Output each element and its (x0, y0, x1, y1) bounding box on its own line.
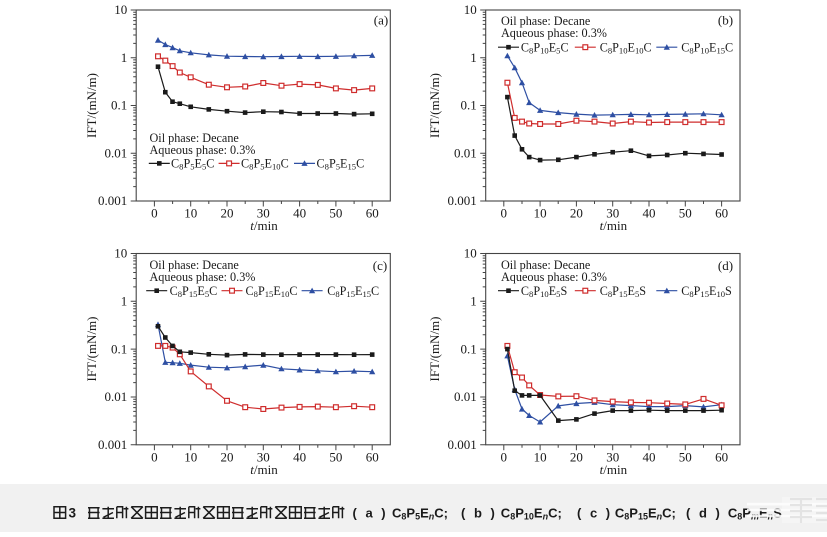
svg-text:30: 30 (257, 206, 270, 221)
svg-text:0: 0 (151, 206, 158, 221)
svg-text:10: 10 (464, 246, 477, 261)
svg-text:C8P15E15C: C8P15E15C (327, 284, 379, 299)
svg-text:20: 20 (221, 206, 234, 221)
svg-text:1: 1 (470, 50, 477, 65)
svg-text:0: 0 (501, 449, 508, 464)
svg-text:IFT/(mN/m): IFT/(mN/m) (84, 317, 99, 382)
svg-text:60: 60 (366, 206, 379, 221)
svg-text:10: 10 (114, 2, 127, 17)
svg-text:C8P15E10S: C8P15E10S (681, 284, 732, 299)
svg-text:10: 10 (184, 449, 197, 464)
svg-text:(b): (b) (718, 13, 733, 28)
svg-text:50: 50 (329, 449, 342, 464)
svg-text:Oil phase: Decane: Oil phase: Decane (501, 258, 590, 272)
svg-text:50: 50 (329, 206, 342, 221)
svg-text:10: 10 (184, 206, 197, 221)
svg-text:1: 1 (470, 294, 477, 309)
svg-text:50: 50 (679, 206, 692, 221)
svg-text:0.01: 0.01 (454, 389, 477, 404)
svg-text:20: 20 (570, 449, 583, 464)
svg-text:3: 3 (69, 506, 77, 521)
svg-text:1: 1 (121, 50, 128, 65)
svg-text:50: 50 (679, 449, 692, 464)
svg-text:C8P15E10C: C8P15E10C (246, 284, 298, 299)
svg-text:30: 30 (606, 206, 619, 221)
svg-text:t/min: t/min (250, 462, 278, 477)
svg-text:40: 40 (643, 449, 656, 464)
svg-text:30: 30 (257, 449, 270, 464)
svg-text:IFT/(mN/m): IFT/(mN/m) (84, 73, 99, 138)
svg-text:( a ): ( a ) (353, 506, 389, 521)
svg-text:0.001: 0.001 (447, 193, 476, 208)
svg-text:0: 0 (501, 206, 508, 221)
svg-text:C8P10E5S: C8P10E5S (521, 284, 568, 299)
svg-text:C8P15EnC;: C8P15EnC; (615, 506, 676, 522)
svg-text:C8P10EnC;: C8P10EnC; (501, 506, 562, 522)
svg-text:Oil phase: Decane: Oil phase: Decane (150, 131, 239, 145)
svg-text:Aqueous phase: 0.3%: Aqueous phase: 0.3% (150, 270, 256, 284)
svg-text:0.1: 0.1 (111, 98, 127, 113)
svg-text:60: 60 (715, 449, 728, 464)
svg-text:10: 10 (464, 2, 477, 17)
svg-text:C8P10E15C: C8P10E15C (681, 41, 733, 56)
svg-text:Oil phase: Decane: Oil phase: Decane (501, 14, 590, 28)
svg-text:( b ): ( b ) (461, 506, 497, 521)
svg-text:t/min: t/min (600, 218, 628, 233)
svg-text:10: 10 (534, 449, 547, 464)
svg-text:(c): (c) (373, 258, 387, 273)
svg-text:0.1: 0.1 (460, 98, 476, 113)
svg-text:C8P5EnC;: C8P5EnC; (392, 506, 448, 522)
svg-text:Aqueous phase: 0.3%: Aqueous phase: 0.3% (501, 270, 607, 284)
svg-text:t/min: t/min (250, 218, 278, 233)
svg-text:40: 40 (643, 206, 656, 221)
svg-text:20: 20 (221, 449, 234, 464)
svg-text:C8P5E10C: C8P5E10C (241, 157, 289, 172)
svg-text:0.01: 0.01 (104, 145, 127, 160)
svg-text:IFT/(mN/m): IFT/(mN/m) (427, 73, 442, 138)
svg-text:Oil phase: Decane: Oil phase: Decane (150, 258, 239, 272)
svg-text:C8P5E5C: C8P5E5C (171, 157, 214, 172)
svg-text:10: 10 (114, 246, 127, 261)
svg-text:1: 1 (121, 294, 128, 309)
svg-text:10: 10 (534, 206, 547, 221)
svg-text:0.001: 0.001 (98, 437, 127, 452)
svg-text:40: 40 (293, 206, 306, 221)
svg-text:40: 40 (293, 449, 306, 464)
svg-text:0.1: 0.1 (460, 341, 476, 356)
svg-text:20: 20 (570, 206, 583, 221)
svg-text:(a): (a) (374, 13, 388, 28)
svg-text:0.01: 0.01 (454, 145, 477, 160)
svg-text:0.01: 0.01 (104, 389, 127, 404)
svg-text:( d ): ( d ) (686, 506, 722, 521)
svg-text:C8P5E15C: C8P5E15C (317, 157, 365, 172)
svg-text:Aqueous phase: 0.3%: Aqueous phase: 0.3% (150, 143, 256, 157)
svg-text:t/min: t/min (600, 462, 628, 477)
svg-text:C8P15E5C: C8P15E5C (170, 284, 218, 299)
svg-text:30: 30 (606, 449, 619, 464)
svg-text:0: 0 (151, 449, 158, 464)
svg-text:Aqueous phase: 0.3%: Aqueous phase: 0.3% (501, 26, 607, 40)
svg-text:(d): (d) (718, 258, 733, 273)
svg-text:IFT/(mN/m): IFT/(mN/m) (427, 317, 442, 382)
svg-text:C8P10E5C: C8P10E5C (521, 41, 569, 56)
svg-text:C8P10E10C: C8P10E10C (600, 41, 652, 56)
svg-text:0.001: 0.001 (447, 437, 476, 452)
svg-text:( c ): ( c ) (577, 506, 613, 521)
svg-text:60: 60 (715, 206, 728, 221)
svg-text:C8P15E5S: C8P15E5S (600, 284, 647, 299)
svg-text:0.1: 0.1 (111, 341, 127, 356)
svg-text:60: 60 (366, 449, 379, 464)
svg-text:0.001: 0.001 (98, 193, 127, 208)
